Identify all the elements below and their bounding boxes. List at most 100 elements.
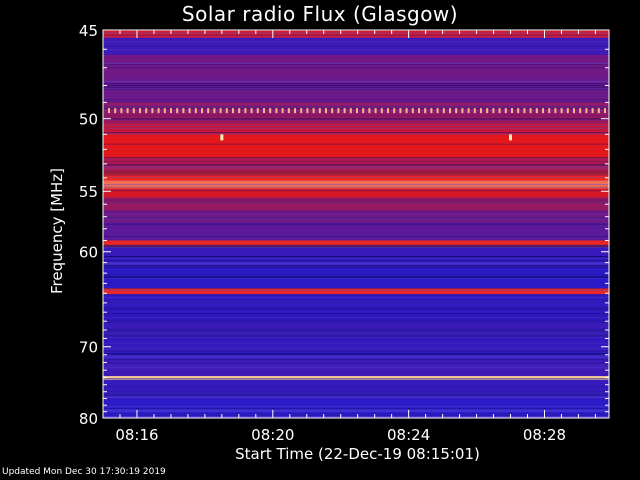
frequency-band [103,398,609,418]
spike-mark [263,108,265,114]
spike-mark [145,108,148,114]
spike-mark [163,108,166,114]
frequency-band [103,222,609,241]
y-tick-label: 70 [79,339,98,357]
noise-line [103,263,609,265]
noise-line [103,391,609,393]
spike-mark [250,108,253,114]
noise-line [103,46,609,48]
noise-line [103,415,609,417]
noise-line [103,105,609,107]
spike-mark [120,108,123,114]
noise-line [103,201,609,203]
noise-line [103,88,609,90]
noise-line [103,409,609,411]
noise-line [103,386,609,388]
spike-mark [176,108,179,114]
noise-line [103,67,609,69]
noise-line [103,165,609,167]
y-tick-label: 80 [79,410,98,428]
spike-mark [566,108,569,114]
spike-mark [399,108,402,114]
bright-spot [509,134,513,141]
spike-mark [244,108,247,114]
noise-line [103,167,609,168]
noise-line [103,316,609,318]
spike-mark [132,108,135,114]
y-axis-label: Frequency [MHz] [48,167,66,295]
noise-line [103,408,609,409]
frequency-band [103,188,609,198]
noise-line [103,330,609,332]
noise-line [103,81,609,83]
noise-line [103,132,609,133]
spike-mark [312,108,315,114]
chart-title: Solar radio Flux (Glasgow) [181,2,459,26]
frequency-band [103,210,609,223]
noise-line [103,267,609,268]
spike-mark [461,108,464,114]
noise-line [103,395,609,397]
noise-line [103,88,609,90]
noise-line [103,319,609,321]
noise-line [103,356,609,358]
frequency-band [103,358,609,377]
spike-mark [542,108,544,114]
spike-mark [362,108,365,114]
y-tick-label: 55 [79,183,98,201]
spike-mark [343,108,346,114]
noise-line [103,99,609,101]
spike-mark [232,108,234,114]
spike-mark [579,108,582,114]
spike-mark [486,108,489,114]
noise-line [103,367,609,369]
spike-mark [294,108,296,114]
noise-line [103,366,609,368]
spike-mark [511,108,513,114]
spike-mark [418,108,420,114]
noise-line [103,190,609,192]
spike-mark [318,108,321,114]
noise-line [103,416,609,418]
noise-line [103,32,609,34]
spike-mark [467,108,470,114]
spike-mark [442,108,445,114]
noise-line [103,289,609,291]
spike-mark [331,108,334,114]
spike-mark [281,108,284,114]
heatmap-area [103,30,609,418]
spike-mark [380,108,383,114]
noise-line [103,171,609,173]
spike-mark [449,108,451,114]
frequency-band [103,197,609,211]
spike-mark [436,108,439,114]
spike-mark [455,108,458,114]
noise-line [103,177,609,178]
noise-line [103,356,609,357]
noise-line [103,63,609,65]
noise-line [103,263,609,265]
noise-line [103,410,609,412]
noise-line [103,378,609,379]
noise-line [103,277,609,278]
noise-line [103,218,609,220]
noise-line [103,406,609,408]
noise-line [103,262,609,264]
noise-line [103,276,609,277]
y-tick-label: 45 [79,22,98,40]
noise-line [103,85,609,86]
noise-line [103,81,609,82]
noise-line [103,164,609,166]
noise-line [103,405,609,407]
spike-mark [225,108,228,114]
noise-line [103,377,609,379]
spike-mark [604,108,606,114]
noise-line [103,199,609,201]
noise-line [103,32,609,34]
spike-mark [213,108,216,114]
noise-line [103,235,609,237]
noise-line [103,354,609,356]
noise-line [103,309,609,310]
noise-line [103,161,609,162]
